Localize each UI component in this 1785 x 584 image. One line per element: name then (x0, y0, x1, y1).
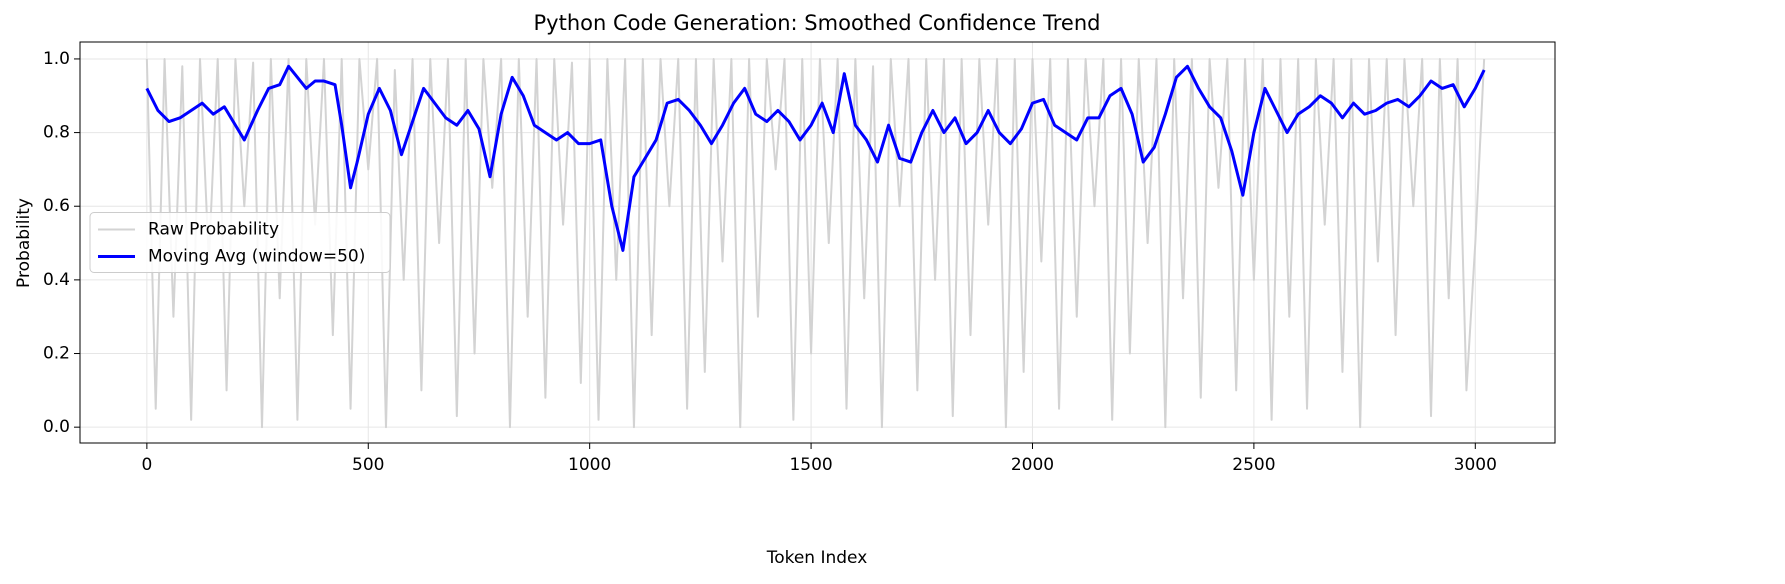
data-line (145, 57, 1486, 429)
y-axis-label: Probability (14, 198, 34, 288)
chart-title: Python Code Generation: Smoothed Confide… (534, 11, 1101, 35)
plot-frame (79, 41, 1556, 444)
data-line (145, 64, 1486, 252)
x-axis-label: Token Index (766, 548, 868, 568)
legend-label: Raw Probability (148, 220, 279, 240)
y-tick-label: 1.0 (43, 49, 70, 69)
y-tick-label: 0.4 (43, 270, 70, 290)
x-tick-label: 3000 (1454, 455, 1497, 475)
y-tick-label: 0.6 (43, 196, 70, 216)
x-tick-label: 1500 (789, 455, 832, 475)
y-tick-label: 0.0 (43, 417, 70, 437)
x-tick-label: 1000 (568, 455, 611, 475)
y-tick-label: 0.2 (43, 344, 70, 364)
x-tick-label: 500 (352, 455, 384, 475)
y-tick-label: 0.8 (43, 123, 70, 143)
legend-label: Moving Avg (window=50) (148, 247, 365, 267)
x-tick-label: 2500 (1232, 455, 1275, 475)
x-tick-label: 0 (141, 455, 152, 475)
x-tick-label: 2000 (1011, 455, 1054, 475)
legend-box (89, 212, 391, 273)
